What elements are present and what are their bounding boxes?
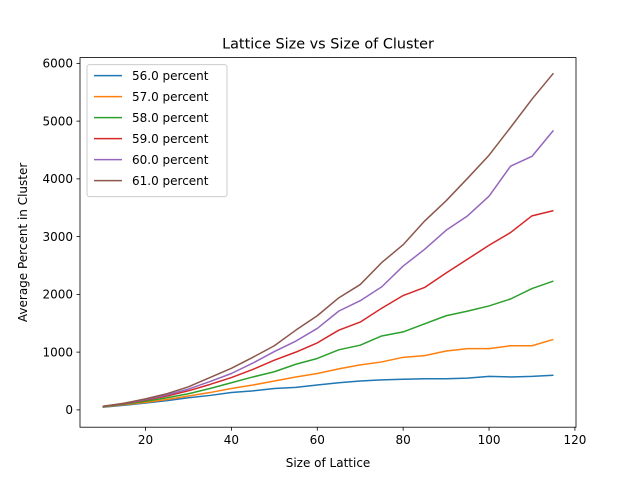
series-line-1 xyxy=(102,338,554,408)
series-lines xyxy=(102,72,555,409)
y-tick-label-5: 5000 xyxy=(42,114,73,128)
chart-title: Lattice Size vs Size of Cluster xyxy=(222,37,434,53)
series-line-0 xyxy=(102,374,554,409)
series-line-2 xyxy=(102,280,554,408)
y-axis-ticks: 0 1000 2000 3000 4000 5000 6000 xyxy=(42,57,80,417)
y-tick-label-6: 6000 xyxy=(42,57,73,71)
legend-label-0: 56.0 percent xyxy=(132,69,209,83)
legend: 56.0 percent 57.0 percent 58.0 percent 59.0… xyxy=(86,64,228,198)
series-line-5 xyxy=(102,72,555,408)
legend-label-4: 60.0 percent xyxy=(132,153,209,167)
y-axis-label: Average Percent in Cluster xyxy=(16,163,30,322)
plot-border xyxy=(79,57,577,428)
x-tick-label-0: 20 xyxy=(138,433,153,447)
x-tick-label-3: 80 xyxy=(396,433,411,447)
x-tick-label-5: 120 xyxy=(563,433,586,447)
y-tick-label-3: 3000 xyxy=(42,230,73,244)
y-tick-label-1: 1000 xyxy=(42,345,73,359)
x-axis-ticks: 20 40 60 80 100 120 xyxy=(138,427,586,447)
x-tick-label-4: 100 xyxy=(478,433,501,447)
x-tick-label-2: 60 xyxy=(310,433,325,447)
legend-box xyxy=(86,64,228,198)
legend-label-5: 61.0 percent xyxy=(132,174,209,188)
y-tick-label-2: 2000 xyxy=(42,288,73,302)
x-axis-label: Size of Lattice xyxy=(286,456,371,470)
legend-label-1: 57.0 percent xyxy=(132,90,209,104)
legend-label-2: 58.0 percent xyxy=(132,111,209,125)
y-tick-label-4: 4000 xyxy=(42,172,73,186)
legend-label-3: 59.0 percent xyxy=(132,132,209,146)
y-tick-label-0: 0 xyxy=(65,403,73,417)
x-tick-label-1: 40 xyxy=(224,433,239,447)
series-line-3 xyxy=(102,209,554,408)
series-line-4 xyxy=(102,129,555,408)
